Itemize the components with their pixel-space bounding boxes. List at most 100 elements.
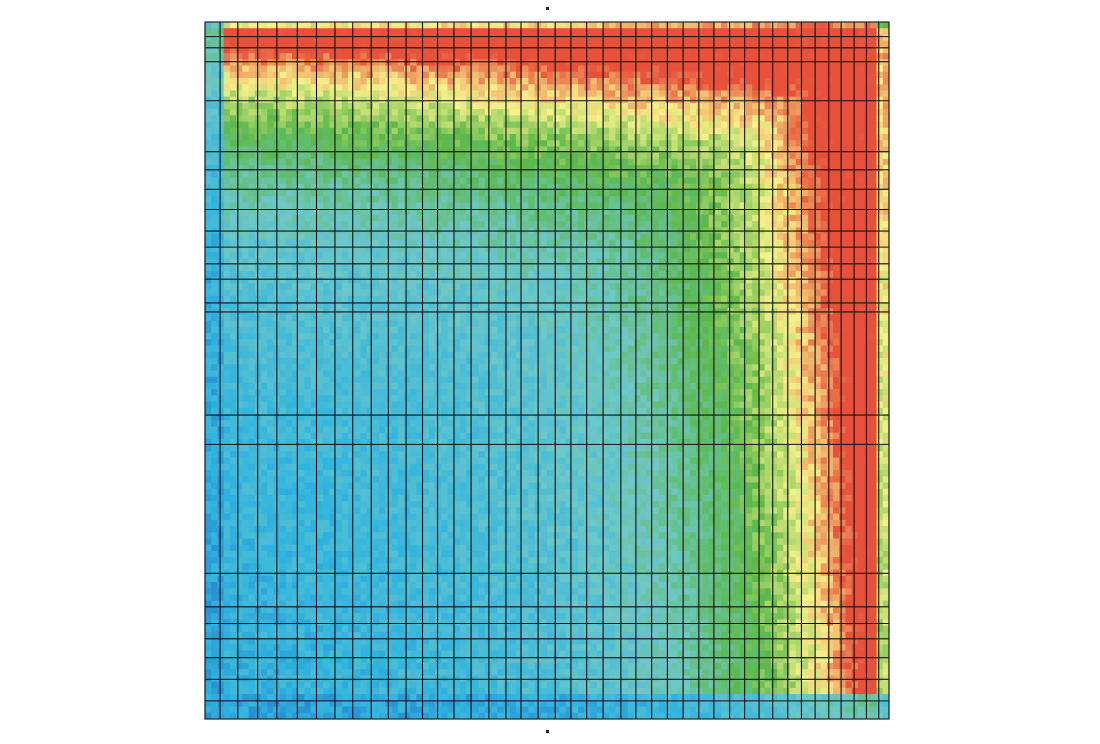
heatmap-cell (360, 246, 368, 253)
heatmap-cell (634, 177, 641, 185)
heatmap-cell (416, 90, 424, 98)
heatmap-cell (484, 115, 492, 123)
heatmap-cell (690, 121, 697, 129)
heatmap-cell (366, 59, 374, 67)
heatmap-cell (770, 152, 778, 160)
heatmap-cell (285, 96, 293, 104)
heatmap-cell (354, 40, 362, 48)
heatmap-cell (683, 196, 691, 204)
heatmap-cell (677, 134, 685, 141)
heatmap-cell (229, 40, 237, 48)
heatmap-cell (522, 152, 529, 160)
heatmap-cell (820, 59, 828, 67)
heatmap-cell (497, 221, 505, 228)
heatmap-cell (298, 208, 306, 216)
heatmap-cell (298, 146, 306, 154)
heatmap-cell (696, 171, 704, 179)
heatmap-cell (292, 233, 299, 241)
heatmap-cell (609, 127, 616, 135)
heatmap-cell (403, 65, 411, 73)
heatmap-cell (248, 264, 256, 272)
heatmap-cell (428, 239, 436, 247)
heatmap-cell (403, 90, 411, 98)
heatmap-cell (690, 208, 697, 216)
heatmap-cell (708, 208, 716, 216)
heatmap-cell (223, 239, 231, 247)
heatmap-cell (528, 59, 536, 67)
heatmap-cell (801, 202, 809, 210)
heatmap-cell (602, 65, 610, 73)
heatmap-cell (484, 140, 492, 148)
heatmap-cell (596, 121, 604, 129)
heatmap-cell (292, 183, 299, 191)
heatmap-cell (758, 165, 766, 172)
heatmap-cell (559, 90, 567, 98)
heatmap-cell (540, 78, 548, 85)
heatmap-cell (615, 134, 623, 141)
heatmap-cell (833, 177, 840, 185)
heatmap-cell (621, 102, 629, 110)
heatmap-cell (459, 171, 467, 179)
heatmap-cell (354, 208, 362, 216)
heatmap-cell (497, 183, 505, 191)
heatmap-cell (335, 115, 343, 123)
heatmap-cell (223, 289, 231, 297)
heatmap-cell (851, 121, 859, 129)
heatmap-cell (602, 177, 610, 185)
heatmap-cell (509, 246, 517, 253)
heatmap-cell (248, 270, 256, 278)
heatmap-cell (696, 158, 704, 166)
heatmap-cell (416, 28, 424, 36)
heatmap-cell (714, 59, 722, 67)
heatmap-cell (416, 277, 424, 284)
heatmap-cell (777, 190, 784, 197)
heatmap-cell (298, 295, 306, 303)
heatmap-cell (279, 202, 287, 210)
heatmap-cell (658, 196, 666, 204)
heatmap-cell (615, 258, 623, 266)
heatmap-cell (677, 171, 685, 179)
heatmap-cell (652, 277, 660, 284)
heatmap-cell (515, 165, 523, 172)
heatmap-cell (565, 146, 573, 154)
heatmap-cell (205, 53, 212, 60)
heatmap-cell (584, 140, 592, 148)
heatmap-cell (416, 84, 424, 92)
heatmap-cell (416, 115, 424, 123)
heatmap-cell (248, 190, 256, 197)
heatmap-cell (578, 171, 585, 179)
heatmap-cell (515, 190, 523, 197)
heatmap-cell (341, 84, 349, 92)
heatmap-cell (833, 252, 840, 260)
heatmap-cell (435, 158, 442, 166)
heatmap-cell (547, 59, 554, 67)
heatmap-cell (609, 165, 616, 172)
heatmap-cell (540, 202, 548, 210)
heatmap-cell (522, 28, 529, 36)
heatmap-cell (646, 46, 654, 54)
heatmap-cell (229, 53, 237, 60)
heatmap-cell (547, 140, 554, 148)
heatmap-cell (801, 283, 809, 291)
heatmap-cell (372, 84, 380, 92)
heatmap-cell (335, 40, 343, 48)
heatmap-cell (814, 71, 822, 79)
heatmap-cell (428, 78, 436, 85)
heatmap-cell (540, 289, 548, 297)
heatmap-cell (745, 71, 753, 79)
heatmap-cell (298, 152, 306, 160)
heatmap-cell (223, 127, 231, 135)
heatmap-cell (826, 183, 834, 191)
heatmap-cell (497, 233, 505, 241)
heatmap-cell (621, 239, 629, 247)
heatmap-cell (590, 171, 598, 179)
heatmap-cell (410, 71, 418, 79)
heatmap-cell (478, 115, 486, 123)
heatmap-cell (236, 246, 243, 253)
heatmap-cell (708, 183, 716, 191)
heatmap-cell (397, 140, 405, 148)
heatmap-cell (851, 158, 859, 166)
heatmap-cell (596, 127, 604, 135)
heatmap-cell (503, 65, 511, 73)
heatmap-cell (267, 40, 274, 48)
